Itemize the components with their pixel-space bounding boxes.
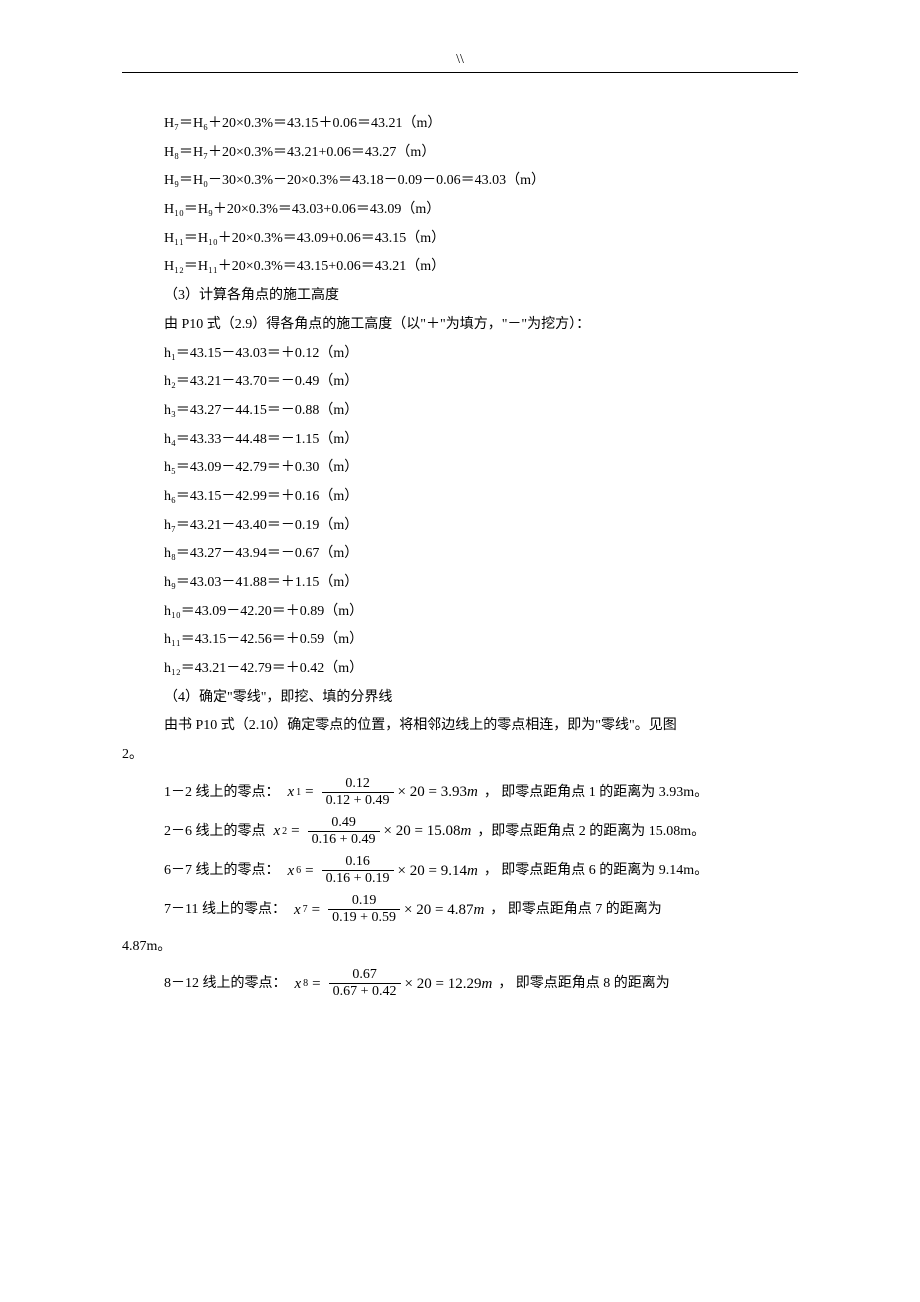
eq-sub: 7 [303,904,308,915]
zero-point-pre: 1－2 线上的零点： [164,785,280,800]
zero-point-pre: 6－7 线上的零点： [164,863,280,878]
zero-point-pre: 8－12 线上的零点： [164,976,287,991]
calc-h-small-line: h₄＝43.33－44.48＝－1.15（m） [122,426,798,455]
eq-unit: m [467,784,478,801]
eq-sub: 1 [296,787,301,798]
fraction-num: 0.19 [348,893,381,909]
fraction-num: 0.67 [348,967,381,983]
calc-h-small-line: h₆＝43.15－42.99＝＋0.16（m） [122,483,798,512]
calc-h-small-line: h₉＝43.03－41.88＝＋1.15（m） [122,569,798,598]
eq-unit: m [481,976,492,993]
calc-h-small-line: h₁＝43.15－43.03＝＋0.12（m） [122,340,798,369]
calc-h-small-line: h₅＝43.09－42.79＝＋0.30（m） [122,454,798,483]
calc-h-small-line: h₇＝43.21－43.40＝－0.19（m） [122,512,798,541]
equals-sign: = [312,976,320,993]
eq-mult: × 20 = 3.93 [398,784,467,801]
fraction: 0.49 0.16 + 0.49 [308,815,380,848]
zero-point-row: 8－12 线上的零点： x8 = 0.67 0.67 + 0.42 × 20 =… [122,967,798,1000]
eq-unit: m [467,863,478,880]
fraction-num: 0.16 [341,854,374,870]
eq-var: x [274,823,281,840]
zero-point-pre: 2－6 线上的零点 [164,824,266,839]
eq-var: x [288,863,295,880]
eq-sub: 2 [282,826,287,837]
eq-sub: 6 [296,865,301,876]
section-4-title: （4）确定"零线"，即挖、填的分界线 [122,684,798,713]
fraction-num: 0.49 [327,815,360,831]
section-4-desc-1: 由书 P10 式（2.10）确定零点的位置，将相邻边线上的零点相连，即为"零线"… [122,712,798,741]
zero-point-eq: x7 = 0.19 0.19 + 0.59 × 20 = 4.87m [294,893,484,926]
eq-mult: × 20 = 12.29 [405,976,482,993]
zero-point-eq: x6 = 0.16 0.16 + 0.19 × 20 = 9.14m [288,854,478,887]
section-3-desc: 由 P10 式（2.9）得各角点的施工高度（以"＋"为填方，"－"为挖方）： [122,311,798,340]
fraction: 0.67 0.67 + 0.42 [329,967,401,1000]
zero-point-row: 1－2 线上的零点： x1 = 0.12 0.12 + 0.49 × 20 = … [122,776,798,809]
calc-h-small-line: h₂＝43.21－43.70＝－0.49（m） [122,368,798,397]
wrap-line: 4.87m。 [122,933,798,962]
eq-unit: m [460,823,471,840]
fraction: 0.12 0.12 + 0.49 [322,776,394,809]
eq-mult: × 20 = 9.14 [398,863,467,880]
fraction-den: 0.16 + 0.19 [322,870,394,887]
zero-point-pre: 7－11 线上的零点： [164,902,286,917]
zero-point-post: ，即零点距角点 2 的距离为 15.08m。 [477,824,705,839]
equals-sign: = [291,823,299,840]
zero-point-row: 2－6 线上的零点 x2 = 0.49 0.16 + 0.49 × 20 = 1… [122,815,798,848]
calc-h-small-line: h₁₁＝43.15－42.56＝＋0.59（m） [122,626,798,655]
fraction-den: 0.67 + 0.42 [329,983,401,1000]
zero-point-post: ， 即零点距角点 8 的距离为 [498,976,670,991]
eq-var: x [294,902,301,919]
calc-h-small-line: h₁₀＝43.09－42.20＝＋0.89（m） [122,598,798,627]
page: \\ H₇＝H₆＋20×0.3%＝43.15＋0.06＝43.21（m） H₈＝… [0,0,920,1302]
calc-h-small-line: h₃＝43.27－44.15＝－0.88（m） [122,397,798,426]
calc-h-small-line: h₈＝43.27－43.94＝－0.67（m） [122,540,798,569]
eq-var: x [288,784,295,801]
zero-point-eq: x1 = 0.12 0.12 + 0.49 × 20 = 3.93m [288,776,478,809]
calc-h-line: H₁₁＝H₁₀＋20×0.3%＝43.09+0.06＝43.15（m） [122,225,798,254]
eq-sub: 8 [303,978,308,989]
fraction: 0.19 0.19 + 0.59 [328,893,400,926]
zero-point-post: ， 即零点距角点 1 的距离为 3.93m。 [484,785,708,800]
zero-point-row: 7－11 线上的零点： x7 = 0.19 0.19 + 0.59 × 20 =… [122,893,798,926]
calc-h-line: H₇＝H₆＋20×0.3%＝43.15＋0.06＝43.21（m） [122,110,798,139]
fraction: 0.16 0.16 + 0.19 [322,854,394,887]
section-4-desc-2: 2。 [122,741,798,770]
header-rule [122,72,798,73]
equals-sign: = [305,784,313,801]
zero-point-row: 6－7 线上的零点： x6 = 0.16 0.16 + 0.19 × 20 = … [122,854,798,887]
calc-h-small-line: h₁₂＝43.21－42.79＝＋0.42（m） [122,655,798,684]
equals-sign: = [305,863,313,880]
calc-h-line: H₉＝H₀－30×0.3%－20×0.3%＝43.18－0.09－0.06＝43… [122,167,798,196]
fraction-den: 0.19 + 0.59 [328,909,400,926]
zero-point-post: ， 即零点距角点 6 的距离为 9.14m。 [484,863,708,878]
content-body: H₇＝H₆＋20×0.3%＝43.15＋0.06＝43.21（m） H₈＝H₇＋… [122,110,798,1006]
eq-mult: × 20 = 15.08 [384,823,461,840]
calc-h-line: H₁₀＝H₉＋20×0.3%＝43.03+0.06＝43.09（m） [122,196,798,225]
zero-point-eq: x8 = 0.67 0.67 + 0.42 × 20 = 12.29m [295,967,493,1000]
fraction-num: 0.12 [341,776,374,792]
zero-point-post: ， 即零点距角点 7 的距离为 [490,902,662,917]
section-3-title: （3）计算各角点的施工高度 [122,282,798,311]
eq-var: x [295,976,302,993]
fraction-den: 0.16 + 0.49 [308,831,380,848]
header-mark: \\ [0,52,920,68]
fraction-den: 0.12 + 0.49 [322,792,394,809]
eq-mult: × 20 = 4.87 [404,902,473,919]
zero-point-eq: x2 = 0.49 0.16 + 0.49 × 20 = 15.08m [274,815,472,848]
calc-h-line: H₁₂＝H₁₁＋20×0.3%＝43.15+0.06＝43.21（m） [122,253,798,282]
calc-h-line: H₈＝H₇＋20×0.3%＝43.21+0.06＝43.27（m） [122,139,798,168]
equals-sign: = [312,902,320,919]
eq-unit: m [473,902,484,919]
